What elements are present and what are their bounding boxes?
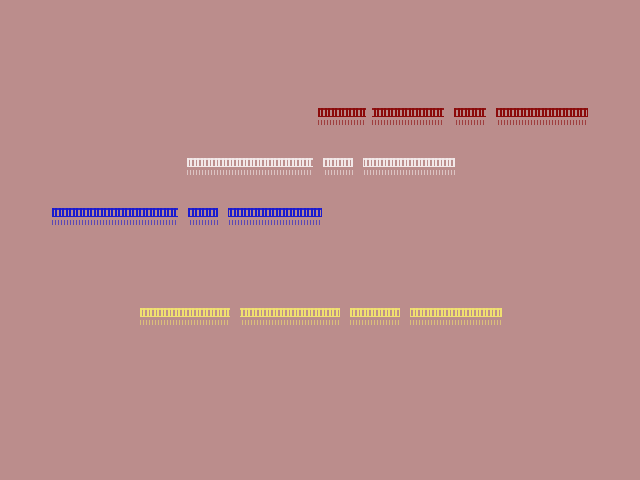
word-gap xyxy=(340,304,350,328)
garbled-text-line-red xyxy=(318,104,588,128)
glyph-row-lower xyxy=(140,320,502,325)
word-gap xyxy=(366,104,372,128)
garbled-text-line-white xyxy=(187,154,455,178)
word-gap xyxy=(230,304,240,328)
garbled-text-line-blue xyxy=(52,204,322,228)
word-gap xyxy=(178,204,188,228)
word-gap xyxy=(486,104,496,128)
garbled-text-line-yellow xyxy=(140,304,502,328)
glyph-row xyxy=(140,308,502,317)
word-gap xyxy=(218,204,228,228)
word-gap xyxy=(313,154,323,178)
word-gap xyxy=(444,104,454,128)
word-gap xyxy=(400,304,410,328)
word-gap xyxy=(353,154,363,178)
